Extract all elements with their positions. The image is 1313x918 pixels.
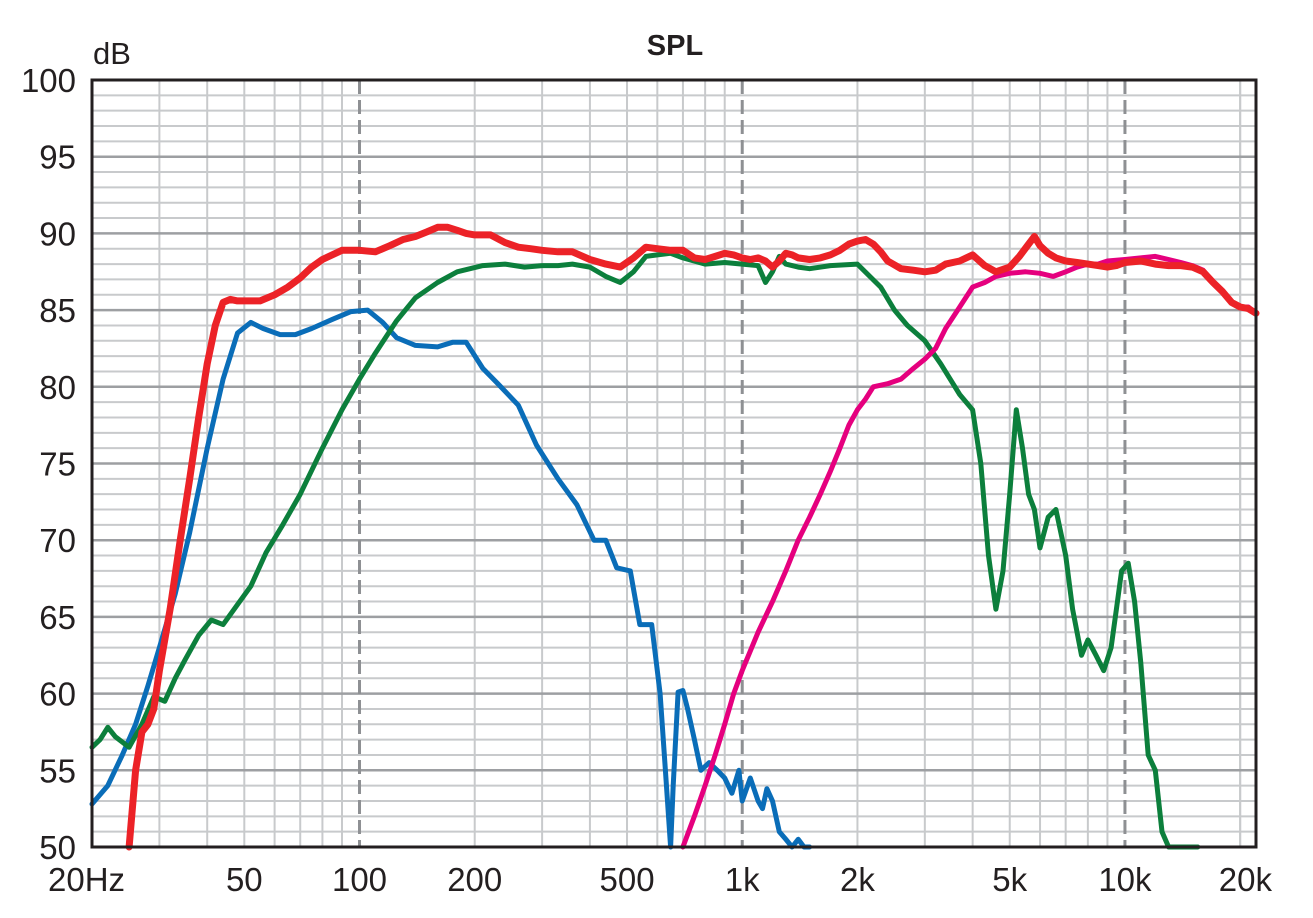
series-layer xyxy=(89,223,1260,851)
y-tick-label: 90 xyxy=(39,215,76,252)
minor-grid xyxy=(92,80,1256,847)
y-tick-label: 85 xyxy=(39,292,76,329)
series-line-woofer xyxy=(89,307,813,850)
y-tick-label: 55 xyxy=(39,752,76,789)
x-tick-label: 2k xyxy=(840,861,875,898)
y-tick-label: 70 xyxy=(39,522,76,559)
x-tick-label: 20k xyxy=(1219,861,1273,898)
chart-title: SPL xyxy=(647,30,703,62)
series-line-tweeter xyxy=(680,253,1259,850)
y-tick-label: 80 xyxy=(39,369,76,406)
y-tick-label: 95 xyxy=(39,139,76,176)
plot-frame xyxy=(90,78,1258,849)
x-tick-label: 200 xyxy=(447,861,502,898)
x-tick-label: 1k xyxy=(725,861,760,898)
y-tick-label: 100 xyxy=(21,62,76,99)
major-grid xyxy=(92,80,1256,847)
series-line-system xyxy=(125,223,1260,851)
y-tick-label: 65 xyxy=(39,599,76,636)
x-tick-label: 10k xyxy=(1098,861,1152,898)
x-tick-label: 100 xyxy=(332,861,387,898)
x-tick-label: 20Hz xyxy=(48,861,125,898)
y-tick-labels: 50 55 60 65 70 75 80 85 90 95 100 xyxy=(21,62,76,866)
x-tick-label: 500 xyxy=(599,861,654,898)
x-tick-labels: 20Hz 50 100 200 500 1k 2k 5k 10k 20k xyxy=(48,861,1272,898)
y-tick-label: 75 xyxy=(39,446,76,483)
x-tick-label: 50 xyxy=(226,861,263,898)
x-tick-label: 5k xyxy=(992,861,1027,898)
y-tick-label: 50 xyxy=(39,829,76,866)
y-tick-label: 60 xyxy=(39,676,76,713)
y-axis-unit: dB xyxy=(93,36,131,71)
